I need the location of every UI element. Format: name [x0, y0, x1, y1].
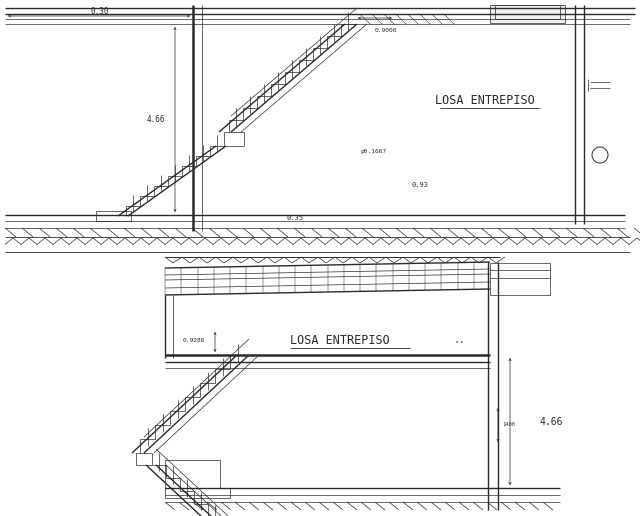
Text: 4.66: 4.66	[540, 417, 563, 427]
Bar	[96, 211, 131, 221]
Text: 0.35: 0.35	[287, 215, 303, 221]
Text: LOSA ENTREPISO: LOSA ENTREPISO	[435, 93, 535, 106]
Text: LOSA ENTREPISO: LOSA ENTREPISO	[290, 333, 390, 347]
Bar	[165, 460, 220, 488]
Bar	[490, 263, 550, 295]
Text: 0.9286: 0.9286	[182, 338, 205, 344]
Bar	[495, 5, 560, 19]
Text: 0.30: 0.30	[91, 8, 109, 17]
Bar	[224, 132, 244, 146]
Text: p0.1667: p0.1667	[360, 150, 387, 154]
Text: 0.93: 0.93	[412, 182, 429, 188]
Text: 1400: 1400	[502, 423, 515, 427]
Bar	[490, 5, 565, 23]
Bar	[136, 453, 152, 465]
Text: 4.66: 4.66	[147, 116, 165, 124]
Bar	[165, 488, 230, 498]
Text: ..: ..	[454, 335, 466, 345]
Text: 0.9000: 0.9000	[375, 27, 397, 33]
